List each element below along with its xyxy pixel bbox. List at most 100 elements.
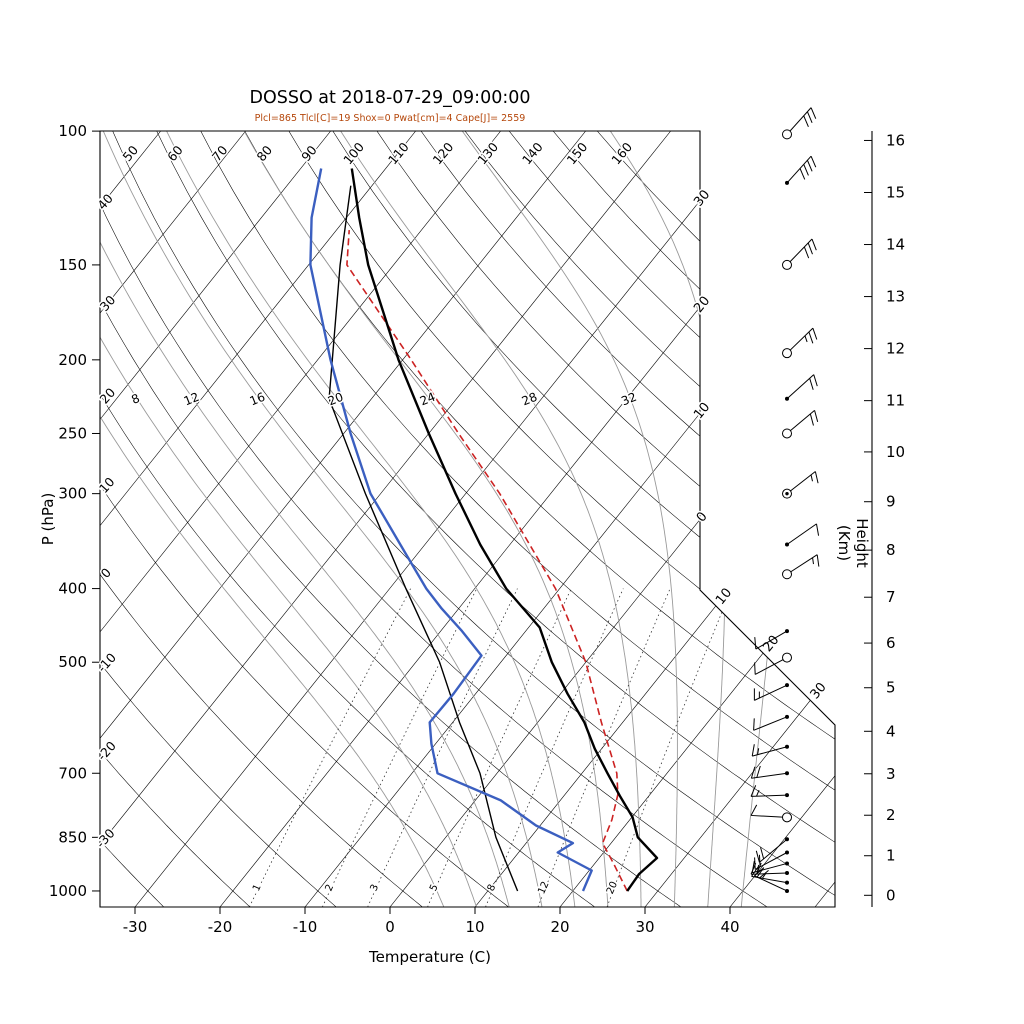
barb-feather bbox=[815, 523, 820, 536]
wind-barb bbox=[782, 107, 817, 140]
barb-half-feather bbox=[812, 557, 814, 565]
wind-barb bbox=[754, 652, 792, 675]
barb-feather bbox=[806, 111, 813, 123]
dry-adiabat-line bbox=[597, 131, 835, 907]
mixing-ratio-label: 12 bbox=[536, 880, 551, 896]
background-grid bbox=[0, 131, 835, 907]
station-circle-icon bbox=[782, 428, 792, 439]
station-dot-icon bbox=[785, 683, 789, 688]
dry-adiabat-top-label: 70 bbox=[209, 142, 231, 164]
station-circle-icon bbox=[782, 129, 792, 140]
wind-barb bbox=[785, 374, 818, 401]
moist-adiabat-line bbox=[100, 131, 477, 907]
parcel-ascent-curve bbox=[346, 230, 628, 892]
barb-feather bbox=[756, 862, 762, 875]
isotherm-line bbox=[814, 131, 835, 907]
dry-adiabat-line bbox=[0, 131, 78, 907]
wind-barb bbox=[782, 238, 817, 270]
station-dot-icon bbox=[785, 629, 789, 634]
dry-adiabat-line bbox=[100, 131, 423, 907]
dry-adiabat-line bbox=[156, 131, 835, 907]
isotherm-line bbox=[644, 131, 835, 907]
barb-feather bbox=[814, 471, 819, 484]
dry-adiabat-line bbox=[508, 131, 835, 907]
moist-adiabat-line bbox=[340, 131, 642, 907]
dry-adiabat-left-label: -20 bbox=[94, 738, 119, 763]
isotherm-line bbox=[100, 131, 501, 907]
height-tick-label: 1 bbox=[886, 847, 896, 865]
dry-adiabat-left-label: -30 bbox=[93, 826, 118, 851]
dry-adiabat-top-label: 110 bbox=[385, 139, 412, 167]
dry-adiabat-left-label: -10 bbox=[94, 650, 119, 675]
dry-adiabat-top-label: 120 bbox=[430, 139, 457, 167]
isotherm-line bbox=[559, 131, 835, 907]
dewpoint-curve bbox=[309, 168, 593, 892]
barb-feather bbox=[755, 850, 760, 863]
dry-adiabat-left-label: 10 bbox=[96, 474, 118, 496]
isotherm-right-label: 10 bbox=[691, 400, 713, 422]
wind-barb bbox=[785, 155, 817, 185]
height-tick-label: 0 bbox=[886, 886, 896, 904]
barb-feather bbox=[750, 785, 757, 797]
wind-barb bbox=[785, 523, 820, 547]
station-dot-icon bbox=[785, 888, 789, 893]
barb-staff bbox=[786, 409, 815, 434]
barb-feather bbox=[799, 168, 806, 180]
barb-staff bbox=[751, 814, 788, 818]
station-dot-icon bbox=[785, 861, 789, 866]
station-dot-icon bbox=[785, 837, 789, 842]
station-dot-icon bbox=[785, 850, 789, 855]
wind-barb-column bbox=[750, 107, 820, 893]
barb-staff bbox=[753, 716, 788, 731]
dry-adiabat-line bbox=[464, 131, 835, 907]
dry-adiabat-top-label: 50 bbox=[119, 142, 141, 164]
dry-adiabat-line bbox=[100, 131, 251, 907]
mixing-ratio-line bbox=[606, 588, 733, 907]
barb-feather bbox=[751, 744, 755, 757]
height-tick-label: 10 bbox=[886, 443, 905, 461]
isotherm-line bbox=[100, 131, 161, 907]
barb-staff bbox=[754, 657, 788, 675]
temperature-tick-label: -20 bbox=[208, 918, 233, 936]
barb-feather bbox=[803, 115, 809, 128]
mixing-ratio-line bbox=[321, 588, 478, 907]
isotherm-line bbox=[100, 131, 246, 907]
barb-feather bbox=[754, 637, 757, 650]
temperature-curve bbox=[350, 168, 659, 892]
barb-staff bbox=[786, 374, 815, 400]
station-dot-icon bbox=[785, 180, 789, 185]
station-dot-icon bbox=[785, 396, 789, 401]
isotherm-line bbox=[474, 131, 835, 907]
barb-staff bbox=[786, 327, 814, 354]
station-circle-icon bbox=[782, 569, 792, 580]
temperature-tick-label: 30 bbox=[635, 918, 654, 936]
wind-barb bbox=[751, 866, 789, 885]
height-tick-label: 11 bbox=[886, 392, 905, 410]
isotherm-diagonal-label: 30 bbox=[808, 680, 830, 702]
moist-adiabat-label: 8 bbox=[129, 391, 141, 407]
dry-adiabat-top-label: 150 bbox=[564, 139, 591, 167]
temperature-tick-label: 20 bbox=[550, 918, 569, 936]
station-circle-icon bbox=[782, 348, 792, 359]
barb-half-feather bbox=[761, 872, 767, 879]
moist-adiabat-line bbox=[243, 131, 609, 907]
chart-title: DOSSO at 2018-07-29_09:00:00 bbox=[249, 88, 531, 108]
wind-barb bbox=[782, 327, 818, 359]
barb-staff bbox=[754, 875, 788, 892]
barb-staff bbox=[755, 630, 788, 650]
sounding-curves bbox=[309, 168, 659, 892]
moist-adiabat-label: 32 bbox=[619, 390, 638, 409]
barb-half-feather bbox=[810, 474, 813, 482]
dry-adiabat-line bbox=[244, 131, 835, 907]
height-tick-label: 2 bbox=[886, 806, 896, 824]
mixing-ratio-label: 5 bbox=[428, 883, 441, 893]
barb-feather bbox=[803, 164, 809, 176]
barb-feather bbox=[753, 718, 755, 731]
temperature-tick-label: 0 bbox=[385, 918, 395, 936]
station-circle-icon bbox=[782, 652, 792, 663]
dry-adiabat-line bbox=[100, 131, 768, 907]
dry-adiabat-top-label: 60 bbox=[164, 142, 186, 164]
wind-barb bbox=[753, 683, 789, 701]
